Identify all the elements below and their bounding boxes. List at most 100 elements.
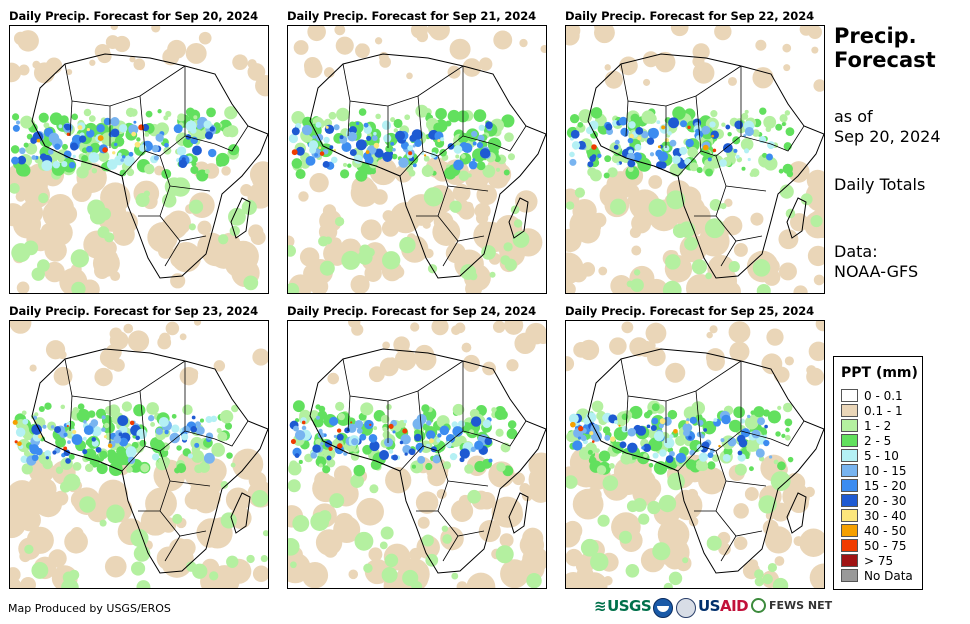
rain-cell bbox=[610, 436, 616, 442]
rain-cell bbox=[101, 427, 106, 432]
rain-cell bbox=[86, 129, 95, 138]
rain-cell bbox=[744, 109, 749, 114]
rain-cell bbox=[445, 441, 452, 448]
rain-cell bbox=[288, 282, 300, 293]
panel-title: Daily Precip. Forecast for Sep 24, 2024 bbox=[287, 304, 537, 318]
usaid-logo-text-a: US bbox=[698, 597, 720, 615]
country-border bbox=[97, 460, 123, 472]
rain-cell bbox=[315, 438, 322, 445]
rain-cell bbox=[310, 277, 329, 293]
rain-cell bbox=[784, 418, 793, 427]
rain-cell bbox=[701, 125, 711, 135]
rain-cell bbox=[383, 437, 394, 447]
rain-cell bbox=[344, 427, 351, 434]
rain-cell bbox=[368, 433, 378, 443]
rain-cell bbox=[208, 148, 217, 158]
rain-cell bbox=[292, 447, 302, 457]
rain-cell bbox=[91, 437, 97, 442]
rain-cell bbox=[590, 430, 602, 442]
rain-cell bbox=[596, 465, 607, 475]
rain-cell bbox=[215, 152, 230, 167]
country-border bbox=[138, 155, 171, 217]
rain-cell bbox=[350, 421, 353, 424]
rain-cell bbox=[614, 420, 618, 425]
rain-cell bbox=[619, 530, 633, 544]
rain-cell bbox=[288, 133, 299, 144]
rain-cell bbox=[572, 198, 597, 224]
rain-cell bbox=[86, 145, 93, 153]
rain-cell bbox=[589, 431, 594, 436]
rain-cell bbox=[13, 31, 28, 46]
rain-cell bbox=[373, 142, 380, 149]
rain-cell bbox=[697, 461, 709, 472]
rain-cell bbox=[628, 149, 634, 155]
rain-cell bbox=[439, 425, 450, 436]
rain-cell bbox=[151, 26, 161, 33]
rain-cell bbox=[292, 400, 305, 413]
country-border bbox=[347, 100, 351, 137]
madagascar-outline bbox=[786, 197, 807, 239]
rain-cell bbox=[31, 424, 42, 435]
rain-cell bbox=[415, 442, 425, 452]
rain-cell bbox=[21, 463, 33, 475]
rain-cell bbox=[718, 542, 731, 556]
rain-cell bbox=[188, 199, 204, 214]
rain-cell bbox=[425, 164, 431, 169]
legend-item: No Data bbox=[841, 569, 913, 583]
legend-item: 2 - 5 bbox=[841, 434, 891, 448]
rain-cell bbox=[507, 420, 517, 429]
rain-cell bbox=[728, 321, 751, 343]
legend-swatch bbox=[841, 404, 858, 417]
rain-cell bbox=[333, 434, 337, 439]
rain-cell bbox=[646, 347, 666, 367]
rain-cell bbox=[675, 435, 686, 446]
rain-cell bbox=[381, 219, 400, 237]
rain-cell bbox=[461, 154, 466, 159]
legend-item: 30 - 40 bbox=[841, 509, 907, 523]
precip-map bbox=[9, 25, 269, 294]
rain-cell bbox=[360, 219, 382, 241]
rain-cell bbox=[16, 163, 30, 177]
rain-cell bbox=[290, 561, 297, 569]
rain-cell bbox=[85, 439, 93, 446]
rain-cell bbox=[318, 463, 323, 468]
rain-cell bbox=[603, 172, 610, 179]
rain-cell bbox=[82, 449, 88, 455]
rain-cell bbox=[673, 428, 678, 434]
rain-cell bbox=[719, 159, 727, 167]
rain-cell bbox=[781, 122, 786, 127]
rain-cell bbox=[318, 236, 329, 247]
rain-cell bbox=[17, 441, 22, 447]
panel-title: Daily Precip. Forecast for Sep 23, 2024 bbox=[9, 304, 259, 318]
rain-cell bbox=[78, 135, 87, 143]
legend-label: 20 - 30 bbox=[864, 494, 907, 508]
rain-cell bbox=[679, 146, 688, 155]
rain-cell bbox=[799, 528, 824, 557]
rain-cell bbox=[459, 457, 465, 463]
rain-cell bbox=[10, 145, 20, 154]
rain-cell bbox=[633, 269, 641, 276]
country-border bbox=[64, 63, 186, 107]
rain-cell bbox=[591, 212, 607, 228]
rain-cell bbox=[455, 154, 460, 159]
rain-cell bbox=[313, 417, 324, 428]
rain-cell bbox=[29, 444, 40, 455]
rain-cell bbox=[570, 265, 588, 283]
rain-cell bbox=[766, 328, 784, 346]
legend-swatch bbox=[841, 524, 858, 537]
rain-cell bbox=[718, 444, 721, 448]
rain-cell bbox=[578, 425, 584, 432]
rain-cell bbox=[84, 463, 94, 473]
rain-cell bbox=[94, 262, 111, 280]
rain-cell bbox=[721, 414, 731, 425]
rain-cell bbox=[659, 418, 666, 425]
rain-cell bbox=[404, 452, 408, 456]
rain-cell bbox=[178, 159, 188, 169]
country-border bbox=[770, 125, 805, 152]
rain-cell bbox=[473, 109, 487, 122]
rain-cell bbox=[410, 26, 428, 39]
rain-cell bbox=[147, 222, 178, 253]
rain-cell bbox=[408, 448, 416, 456]
rain-cell bbox=[425, 462, 433, 471]
rain-cell bbox=[329, 493, 345, 509]
